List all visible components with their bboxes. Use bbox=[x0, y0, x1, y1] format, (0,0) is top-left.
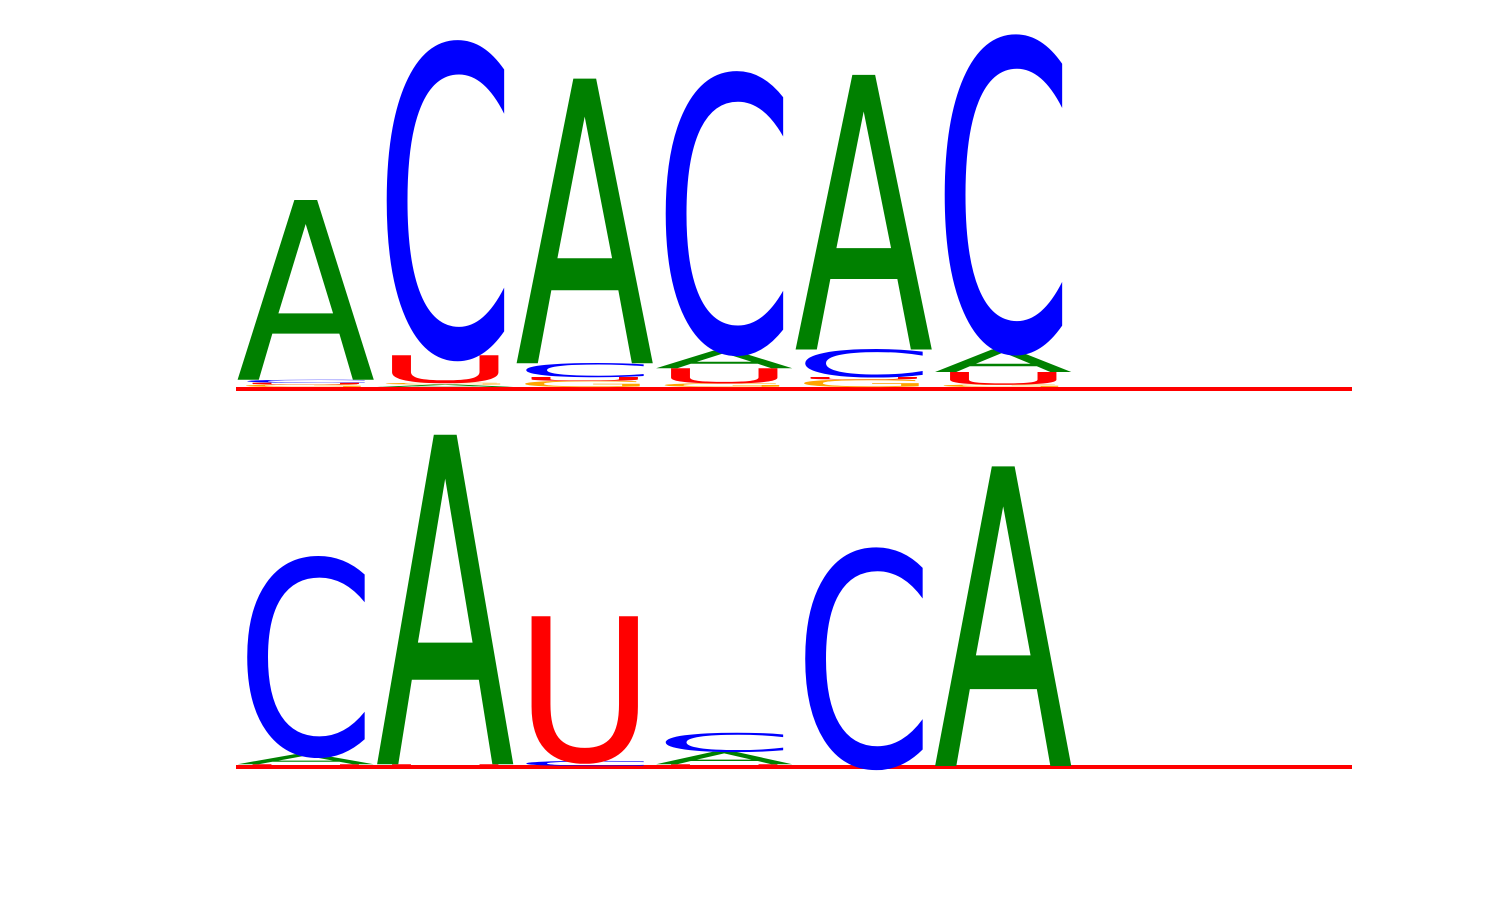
letter-a-glyph: A bbox=[934, 344, 1073, 380]
letter-u-glyph: U bbox=[236, 382, 375, 385]
letter-c-glyph: C bbox=[794, 342, 933, 386]
letter-a-glyph: A bbox=[934, 385, 1074, 864]
letter-c-glyph: C bbox=[794, 493, 933, 836]
letter-a-glyph: A bbox=[655, 749, 794, 769]
letter-c-glyph: C bbox=[655, 2, 794, 441]
letter-u-glyph: U bbox=[515, 376, 654, 382]
letter-c-glyph: C bbox=[376, 0, 515, 456]
letter-g-glyph: G bbox=[515, 379, 654, 389]
letter-u-glyph: U bbox=[934, 369, 1073, 389]
letter-g-glyph: G bbox=[376, 382, 515, 385]
letter-c-glyph: C bbox=[515, 760, 654, 768]
letter-a-glyph: A bbox=[655, 346, 794, 374]
letter-a-glyph: A bbox=[376, 384, 515, 388]
letter-g-glyph: G bbox=[236, 384, 375, 388]
letter-c-glyph: C bbox=[515, 360, 654, 382]
letter-c-glyph: C bbox=[236, 506, 375, 817]
letter-u-glyph: U bbox=[794, 376, 933, 380]
logo-column: UA bbox=[376, 345, 516, 871]
letter-u-glyph: U bbox=[376, 348, 515, 392]
logo-column: A bbox=[934, 385, 1074, 864]
logo-column: UAC bbox=[236, 506, 375, 817]
letter-g-glyph: G bbox=[655, 382, 794, 388]
letter-a-glyph: A bbox=[794, 1, 934, 439]
letter-u-glyph: U bbox=[515, 576, 654, 808]
letter-g-glyph: G bbox=[794, 378, 933, 390]
letter-a-glyph: A bbox=[236, 752, 375, 768]
letter-c-glyph: C bbox=[236, 379, 375, 384]
letter-a-glyph: A bbox=[236, 152, 375, 439]
logo-column: C bbox=[794, 493, 933, 836]
letter-a-glyph: A bbox=[515, 2, 655, 456]
letter-c-glyph: C bbox=[655, 728, 794, 758]
letter-u-glyph: U bbox=[655, 364, 794, 388]
letter-a-glyph: A bbox=[376, 345, 516, 871]
logo-column: CU bbox=[515, 576, 654, 808]
letter-g-glyph: G bbox=[934, 384, 1073, 388]
letter-u-glyph: U bbox=[376, 764, 515, 767]
logo-column: UAC bbox=[655, 728, 794, 768]
letter-u-glyph: U bbox=[236, 764, 375, 767]
letter-c-glyph: C bbox=[934, 0, 1073, 451]
letter-u-glyph: U bbox=[655, 764, 794, 767]
motif-logo-bottom: UAC UA CU UAC C A bbox=[236, 345, 1352, 871]
